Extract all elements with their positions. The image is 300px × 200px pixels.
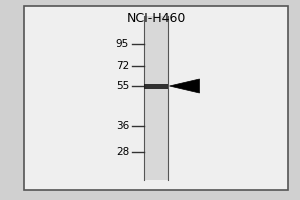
Text: NCI-H460: NCI-H460 [126,12,186,25]
FancyBboxPatch shape [144,16,168,180]
Text: 36: 36 [116,121,129,131]
Text: 72: 72 [116,61,129,71]
FancyBboxPatch shape [24,6,288,190]
Polygon shape [169,79,200,93]
FancyBboxPatch shape [144,84,168,88]
Text: 28: 28 [116,147,129,157]
Text: 55: 55 [116,81,129,91]
Text: 95: 95 [116,39,129,49]
